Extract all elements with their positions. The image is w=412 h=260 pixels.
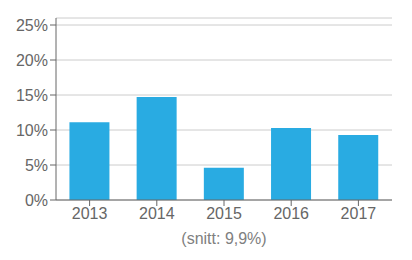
svg-text:5%: 5%	[25, 157, 48, 174]
svg-text:20%: 20%	[16, 52, 48, 69]
svg-text:0%: 0%	[25, 192, 48, 209]
svg-text:2015: 2015	[206, 205, 242, 222]
svg-text:15%: 15%	[16, 87, 48, 104]
svg-text:25%: 25%	[16, 17, 48, 34]
svg-text:2016: 2016	[273, 205, 309, 222]
svg-text:2013: 2013	[72, 205, 108, 222]
svg-text:(snitt: 9,9%): (snitt: 9,9%)	[181, 230, 266, 247]
svg-text:2017: 2017	[341, 205, 377, 222]
svg-text:2014: 2014	[139, 205, 175, 222]
svg-text:10%: 10%	[16, 122, 48, 139]
